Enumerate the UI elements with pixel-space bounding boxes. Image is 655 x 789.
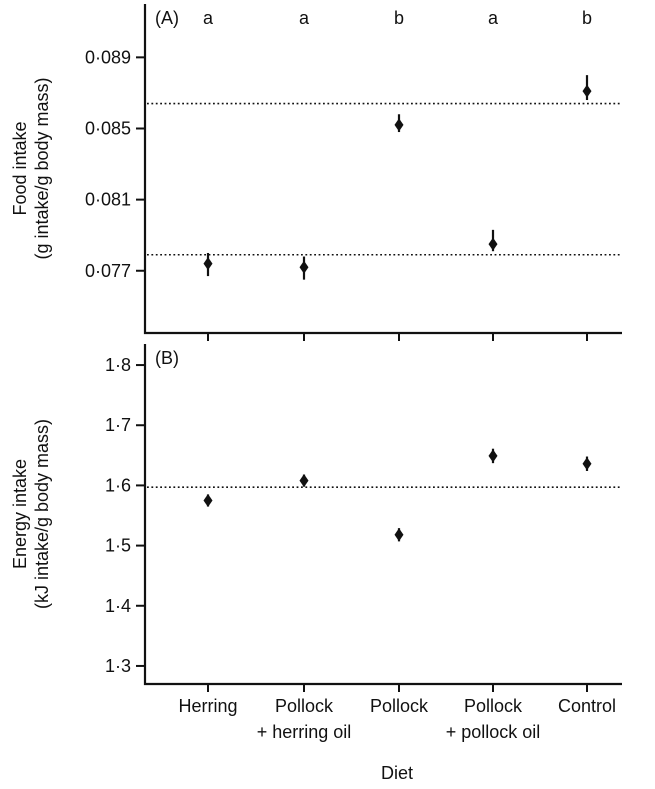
panel-b-data-point [299,474,309,488]
panel-b-ytick-label: 1·6 [105,475,131,495]
panel-b-ytick-label: 1·3 [105,656,131,676]
x-category-label: Control [558,696,616,716]
panel-a-data-point [394,118,404,132]
panel-a-data-point [203,257,213,271]
panel-a-data-point [488,237,498,251]
x-category-label: Pollock [370,696,429,716]
panel-b-data-point [203,493,213,507]
x-category-label: Pollock [275,696,334,716]
panel-b-ytick-label: 1·8 [105,355,131,375]
panel-a-significance-letter: a [203,8,214,28]
x-category-label: Herring [178,696,237,716]
panel-a-significance-letter: a [299,8,310,28]
panel-b-axes [143,344,622,686]
panel-b-data-point [488,449,498,463]
panel-a-y-axis-title: Food intake [10,121,30,215]
panel-b-data-point [394,528,404,542]
x-category-label: + pollock oil [446,722,541,742]
panel-a-axes [143,4,622,335]
panel-a-ytick-label: 0·077 [85,261,131,281]
panel-a-ytick-label: 0·089 [85,47,131,67]
panel-a-ytick-label: 0·081 [85,190,131,210]
panel-a-data-point [582,84,592,98]
panel-a-significance-letter: b [582,8,592,28]
panel-a-label: (A) [155,8,179,28]
panel-a-data-point [299,260,309,274]
panel-b-ytick-label: 1·4 [105,596,131,616]
panel-a-significance-letter: b [394,8,404,28]
panel-a-y-axis-subtitle: (g intake/g body mass) [32,77,52,259]
panel-a-ytick-label: 0·085 [85,118,131,138]
x-category-label: + herring oil [257,722,352,742]
panel-a-significance-letter: a [488,8,499,28]
panel-b-data-point [582,457,592,471]
x-axis-title: Diet [381,763,413,783]
x-category-label: Pollock [464,696,523,716]
panel-b-y-axis-subtitle: (kJ intake/g body mass) [32,419,52,609]
panel-b-label: (B) [155,348,179,368]
panel-b-ytick-label: 1·5 [105,536,131,556]
panel-b-y-axis-title: Energy intake [10,459,30,569]
panel-b-ytick-label: 1·7 [105,415,131,435]
